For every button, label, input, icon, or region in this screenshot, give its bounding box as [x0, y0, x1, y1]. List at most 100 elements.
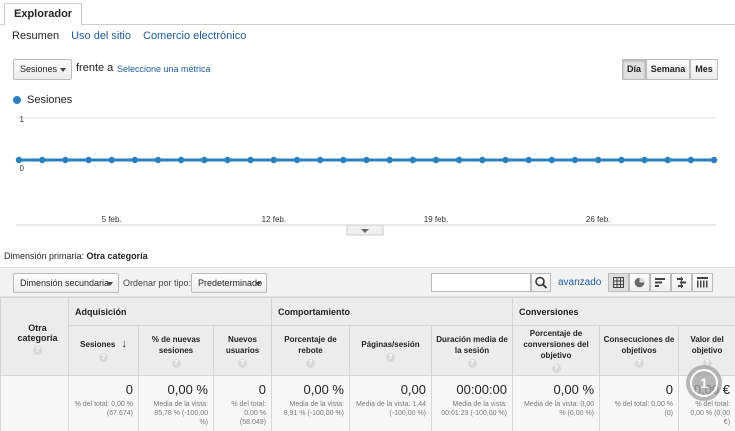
view-pie-button[interactable]	[629, 273, 650, 292]
help-icon[interactable]: ?	[33, 345, 42, 355]
watermark-text: 1	[700, 375, 708, 391]
data-point[interactable]	[641, 156, 648, 164]
data-point[interactable]	[108, 156, 115, 164]
data-point[interactable]	[594, 156, 602, 164]
data-point[interactable]	[571, 156, 579, 164]
subnav-site-usage[interactable]: Uso del sitio	[71, 30, 131, 42]
data-point[interactable]	[386, 156, 393, 164]
data-point[interactable]	[38, 156, 46, 164]
help-icon[interactable]: ?	[702, 358, 712, 368]
group-header-conversions: Conversiones	[512, 297, 735, 326]
data-point[interactable]	[247, 156, 254, 164]
help-icon[interactable]: ?	[99, 353, 108, 362]
group-header-behavior: Comportamiento	[270, 297, 514, 326]
data-point[interactable]	[525, 156, 532, 164]
column-header-label: Porcentaje de conversiones del objetivo	[523, 329, 589, 360]
column-header-goal-completions[interactable]: Consecuciones de objetivos?	[599, 325, 680, 376]
help-icon[interactable]: ?	[386, 353, 395, 362]
data-point[interactable]	[548, 156, 556, 164]
data-point[interactable]	[432, 156, 440, 164]
total-cell: 0,00 % Media de la vista: 8,91 % (-100,00…	[271, 375, 350, 431]
tab-explorer[interactable]: Explorador	[4, 3, 83, 26]
data-point[interactable]	[363, 156, 370, 164]
column-header-label: Valor del objetivo	[690, 334, 724, 355]
view-performance-button[interactable]	[650, 273, 671, 292]
column-header-label: Otra categoría	[17, 322, 58, 343]
data-point[interactable]	[177, 156, 185, 164]
report-tab-bar: Explorador	[0, 0, 735, 26]
primary-dimension: Dimensión primaria: Otra categoría	[4, 251, 148, 261]
pivot-icon	[697, 277, 708, 288]
column-header-goal-value[interactable]: Valor del objetivo?	[678, 325, 735, 376]
versus-label: frente a	[76, 62, 114, 74]
view-comparison-button[interactable]	[671, 273, 692, 292]
table-search-input[interactable]	[431, 273, 531, 292]
data-point[interactable]	[502, 156, 509, 164]
data-table: Otra categoría ? Adquisición Comportamie…	[0, 297, 735, 431]
data-point[interactable]	[316, 156, 324, 164]
search-button[interactable]	[531, 273, 551, 292]
chevron-down-icon	[60, 68, 66, 72]
period-day-button[interactable]: Día	[622, 59, 646, 80]
data-point[interactable]	[224, 156, 231, 164]
column-header-label: Sesiones	[80, 340, 116, 349]
data-point[interactable]	[664, 156, 671, 164]
x-tick-label: 5 feb.	[102, 215, 122, 224]
metric-dropdown-label: Sesiones	[20, 64, 58, 74]
column-header-new-users[interactable]: Nuevos usuarios?	[213, 325, 272, 376]
column-header-new-sessions-pct[interactable]: % de nuevas sesiones?	[138, 325, 214, 376]
advanced-filter-link[interactable]: avanzado	[558, 277, 602, 288]
view-table-button[interactable]	[608, 273, 629, 292]
total-value: 0,00	[400, 382, 426, 397]
column-header-goal-conversion-rate[interactable]: Porcentaje de conversiones del objetivo?	[512, 325, 601, 376]
table-toolbar: Dimensión secundaria Ordenar por tipo: P…	[0, 267, 735, 297]
column-header-otra-categoria[interactable]: Otra categoría ?	[0, 297, 69, 376]
site-watermark-logo: 1	[686, 365, 722, 401]
data-point[interactable]	[618, 156, 625, 164]
view-pivot-button[interactable]	[692, 273, 713, 292]
data-point[interactable]	[15, 156, 23, 164]
subnav-ecommerce[interactable]: Comercio electrónico	[143, 30, 247, 42]
column-header-sessions[interactable]: Sesiones ↓?	[68, 325, 139, 376]
order-type-dropdown[interactable]: Predeterminado	[191, 273, 267, 293]
help-icon[interactable]: ?	[634, 358, 644, 368]
period-week-button[interactable]: Semana	[646, 59, 690, 80]
data-point[interactable]	[479, 156, 486, 164]
metric-dropdown[interactable]: Sesiones	[13, 59, 72, 80]
chevron-down-icon	[107, 282, 113, 286]
data-point[interactable]	[270, 156, 278, 164]
data-point[interactable]	[293, 156, 301, 164]
column-header-pages-per-session[interactable]: Páginas/sesión?	[349, 325, 432, 376]
column-header-avg-session-duration[interactable]: Duración media de la sesión?	[430, 325, 514, 376]
subnav-summary[interactable]: Resumen	[12, 30, 60, 42]
help-icon[interactable]: ?	[551, 364, 561, 373]
primary-dimension-label: Dimensión primaria:	[4, 251, 85, 261]
help-icon[interactable]: ?	[467, 358, 477, 368]
data-point[interactable]	[131, 156, 139, 164]
select-metric-link[interactable]: Seleccione una métrica	[117, 64, 211, 74]
secondary-dimension-dropdown[interactable]: Dimensión secundaria	[13, 273, 119, 293]
data-point[interactable]	[201, 156, 208, 164]
help-icon[interactable]: ?	[238, 358, 247, 368]
column-header-bounce-rate[interactable]: Porcentaje de rebote?	[271, 325, 350, 376]
help-icon[interactable]: ?	[306, 358, 315, 368]
data-point[interactable]	[85, 156, 92, 164]
data-point[interactable]	[154, 156, 162, 164]
help-icon[interactable]: ?	[171, 358, 181, 368]
data-point[interactable]	[710, 156, 718, 164]
total-cell: 0 % del total: 0,00 % (0)	[599, 375, 680, 431]
data-point[interactable]	[340, 156, 347, 164]
total-cell: 00:00:00 Media de la vista: 00:01:23 (-10…	[430, 375, 514, 431]
bar-list-icon	[655, 278, 665, 287]
data-point[interactable]	[455, 156, 463, 164]
data-point[interactable]	[62, 156, 69, 164]
data-point[interactable]	[687, 156, 695, 164]
total-sub: Media de la vista: 1,44 (-100,00 %)	[355, 401, 426, 417]
search-icon	[535, 276, 548, 289]
total-value: 0	[125, 382, 133, 397]
x-tick-label: 12 feb.	[262, 215, 286, 224]
period-month-button[interactable]: Mes	[690, 59, 718, 80]
data-point[interactable]	[409, 156, 417, 164]
total-cell: 0,00 % Media de la vista: 85,78 % (-100,0…	[138, 375, 214, 431]
column-header-label: Nuevos usuarios	[225, 334, 260, 355]
